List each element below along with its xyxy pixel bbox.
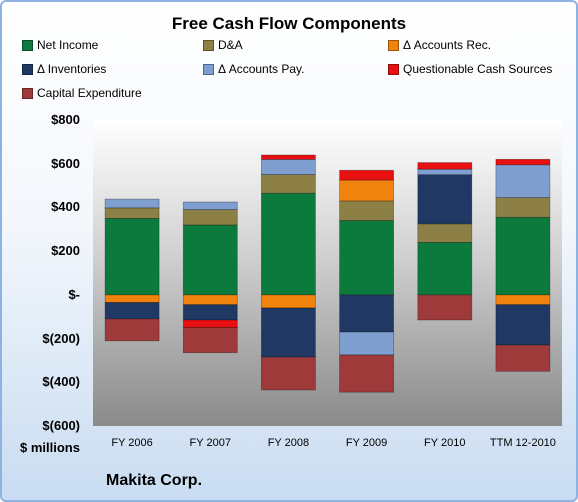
y-tick-label: $400 (51, 199, 80, 215)
bar-segment--inventories-5 (417, 174, 473, 225)
bar-segment--accounts-pay--1 (104, 198, 160, 209)
legend-label: Capital Expenditure (37, 86, 142, 100)
bar-segment-questionable-cash-sources-5 (417, 162, 473, 170)
legend-label: Δ Inventories (37, 62, 107, 76)
legend-swatch (22, 87, 33, 99)
legend-item: Δ Accounts Pay. (203, 62, 305, 76)
x-tick-label: FY 2009 (345, 437, 388, 449)
bar-segment--accounts-rec--4 (339, 179, 395, 202)
plot-background (93, 120, 562, 426)
bar-segment-net-income-4 (339, 220, 395, 296)
bar-segment-d-a-6 (495, 197, 551, 218)
bar-segment--inventories-3 (260, 307, 316, 358)
bar-segment--inventories-1 (104, 302, 160, 320)
bar-segment--accounts-pay--3 (260, 158, 316, 176)
legend-item: Δ Accounts Rec. (388, 38, 491, 52)
bar-segment-capital-expenditure-2 (182, 327, 238, 354)
bar-segment-net-income-6 (495, 216, 551, 296)
bar-segment--accounts-pay--6 (495, 164, 551, 199)
legend-item: D&A (203, 38, 243, 52)
bar-segment-capital-expenditure-6 (495, 344, 551, 372)
y-tick-label: $(600) (42, 418, 80, 433)
y-tick-label: $(400) (42, 374, 80, 390)
bar-segment-capital-expenditure-5 (417, 294, 473, 321)
legend-item: Net Income (22, 38, 98, 52)
bar-segment-d-a-3 (260, 174, 316, 194)
bar-segment-d-a-5 (417, 223, 473, 243)
legend-label: Net Income (37, 38, 99, 52)
bar-segment-questionable-cash-sources-2 (182, 319, 238, 328)
legend-item: Capital Expenditure (22, 86, 142, 100)
bar-segment--accounts-rec--2 (182, 294, 238, 306)
bar-segment-questionable-cash-sources-3 (260, 154, 316, 160)
bar-segment-d-a-2 (182, 209, 238, 226)
bar-segment--inventories-6 (495, 304, 551, 346)
bar-segment--accounts-pay--4 (339, 331, 395, 356)
y-tick-label: $(200) (42, 330, 80, 346)
legend-swatch (203, 63, 214, 75)
bar-segment-questionable-cash-sources-6 (495, 158, 551, 166)
y-tick-label: $200 (51, 243, 80, 259)
bar-segment--accounts-rec--1 (104, 294, 160, 303)
bar-segment--accounts-rec--6 (495, 294, 551, 306)
chart-title: Free Cash Flow Components (171, 14, 407, 33)
bar-segment-d-a-1 (104, 207, 160, 219)
x-tick-label: FY 2006 (111, 437, 153, 449)
bar-segment-net-income-3 (260, 192, 316, 296)
legend-swatch (22, 63, 33, 75)
x-tick-label: FY 2007 (189, 437, 231, 449)
bar-segment-capital-expenditure-3 (260, 356, 316, 391)
x-tick-label: FY 2010 (424, 437, 466, 449)
bar-segment--accounts-pay--2 (182, 201, 238, 210)
x-tick-label: FY 2008 (267, 437, 310, 449)
bar-segment-capital-expenditure-1 (104, 318, 160, 342)
y-axis-unit-label: $ millions (20, 440, 80, 455)
bar-segment-questionable-cash-sources-4 (339, 169, 395, 181)
bar-segment--accounts-pay--5 (417, 168, 473, 176)
bar-segment--inventories-4 (339, 294, 395, 333)
legend-swatch (203, 39, 214, 51)
bar-segment--inventories-2 (182, 304, 238, 321)
bar-segment-net-income-2 (182, 224, 238, 296)
bar-segment-capital-expenditure-4 (339, 354, 395, 393)
company-label: Makita Corp. (106, 472, 203, 489)
legend-label: D&A (218, 38, 243, 52)
legend-swatch (388, 63, 399, 75)
legend-label: Δ Accounts Rec. (403, 38, 492, 52)
bar-segment-d-a-4 (339, 200, 395, 221)
y-tick-label: $600 (51, 155, 80, 171)
legend-swatch (22, 39, 33, 51)
y-tick-label: $- (68, 286, 80, 302)
bar-segment-net-income-5 (417, 241, 473, 296)
legend-label: Δ Accounts Pay. (218, 62, 305, 76)
legend-swatch (388, 39, 399, 51)
bar-segment--accounts-rec--3 (260, 294, 316, 309)
bar-segment-net-income-1 (104, 217, 160, 296)
legend-item: Δ Inventories (22, 62, 106, 76)
x-tick-label: TTM 12-2010 (489, 437, 556, 449)
legend-item: Questionable Cash Sources (388, 62, 552, 76)
y-tick-label: $800 (51, 112, 80, 127)
legend-label: Questionable Cash Sources (403, 62, 553, 76)
